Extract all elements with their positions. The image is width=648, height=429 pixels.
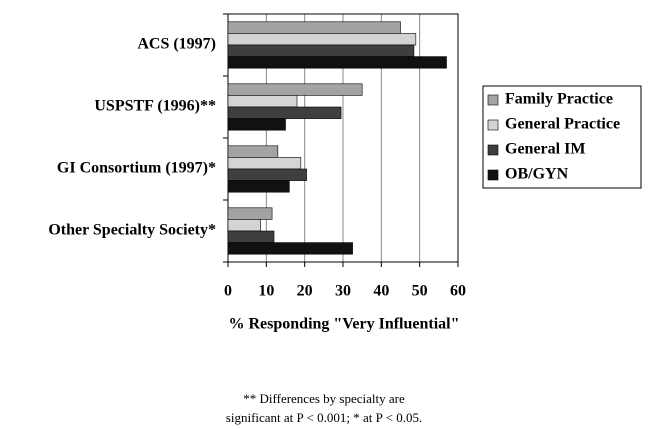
bar	[227, 33, 417, 46]
x-axis-label: % Responding "Very Influential"	[229, 316, 460, 333]
x-tick-label: 60	[450, 283, 466, 300]
x-tick-label: 0	[224, 283, 232, 300]
y-tick-label: GI Consortium (1997)*	[57, 160, 216, 177]
y-tick-label: ACS (1997)	[137, 36, 216, 53]
x-tick-label: 50	[412, 283, 428, 300]
legend-label: General Practice	[505, 116, 620, 133]
bar	[227, 230, 275, 243]
bar	[227, 207, 273, 220]
x-tick-label: 40	[373, 283, 389, 300]
y-tick-label: Other Specialty Society*	[48, 222, 216, 239]
footnote: ** Differences by specialty are	[243, 391, 405, 406]
bar	[227, 118, 286, 131]
bar	[227, 106, 342, 119]
x-tick-label: 30	[335, 283, 351, 300]
bar	[227, 157, 302, 170]
legend-label: Family Practice	[505, 91, 613, 108]
bar	[227, 242, 353, 255]
legend-swatch	[487, 94, 499, 106]
y-tick-label: USPSTF (1996)**	[94, 98, 216, 115]
bar	[227, 145, 279, 158]
bar	[227, 180, 290, 193]
footnote: significant at P < 0.001; * at P < 0.05.	[226, 410, 422, 425]
legend-label: General IM	[505, 141, 585, 158]
x-tick-label: 20	[297, 283, 313, 300]
bar	[227, 219, 261, 232]
legend-swatch	[487, 144, 499, 156]
legend-swatch	[487, 119, 499, 131]
x-tick-label: 10	[258, 283, 274, 300]
legend-frame	[482, 85, 642, 189]
bar	[227, 168, 307, 181]
legend-label: OB/GYN	[505, 166, 569, 183]
bar	[227, 95, 298, 108]
bar	[227, 83, 363, 96]
bar	[227, 21, 401, 34]
legend-swatch	[487, 169, 499, 181]
bar	[227, 44, 415, 57]
bar	[227, 56, 447, 69]
